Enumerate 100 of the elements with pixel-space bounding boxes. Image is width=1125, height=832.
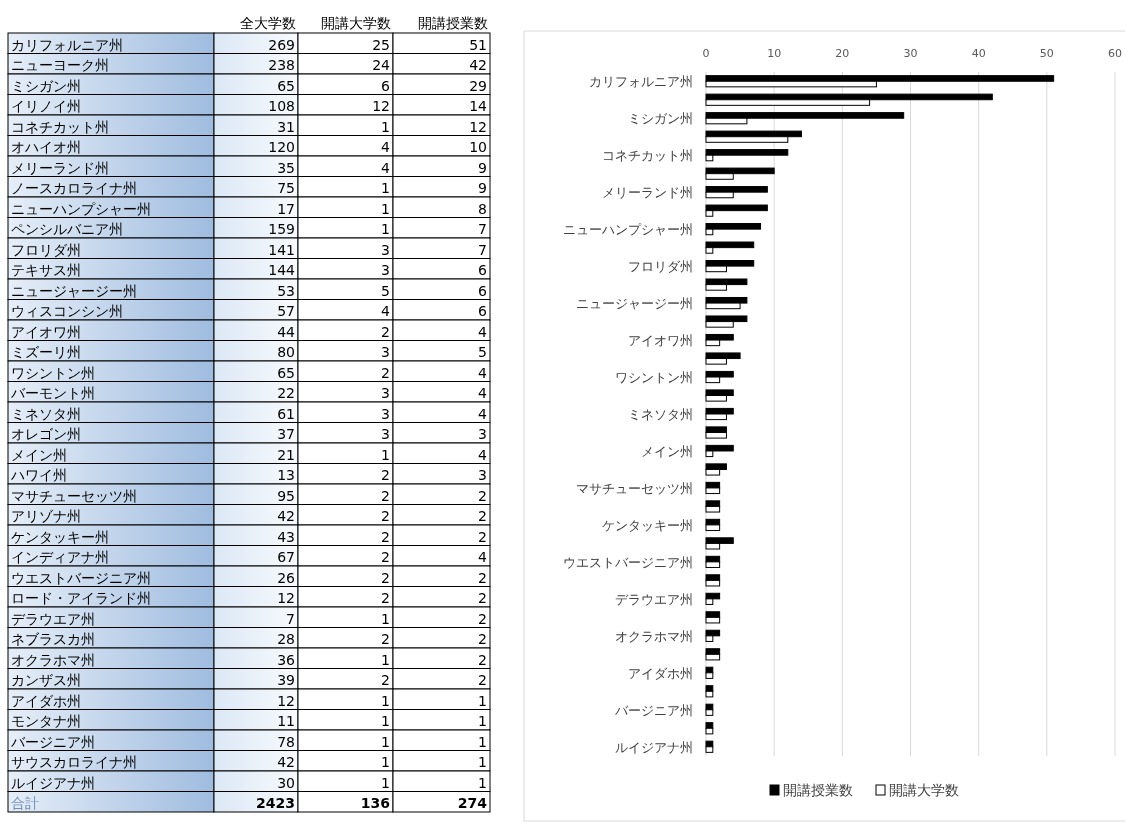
x-tick-label: 10 — [767, 47, 782, 60]
data-label: 22 — [277, 385, 295, 401]
data-label: 1 — [478, 713, 487, 729]
x-tick-label: 20 — [835, 47, 850, 60]
data-label: 11 — [277, 713, 295, 729]
data-label: 2 — [478, 487, 487, 504]
category-label: ペンシルバニア州 — [11, 221, 123, 237]
data-label: 31 — [277, 118, 295, 135]
series-label: 開講授業数 — [418, 15, 488, 31]
category-label: オハイオ州 — [11, 139, 81, 155]
y-tick-label: ミシガン州 — [628, 111, 693, 127]
data-label: 24 — [372, 57, 391, 73]
data-label: 2 — [478, 610, 487, 627]
data-label: 1 — [381, 713, 390, 729]
data-label: 1 — [478, 754, 487, 770]
data-label: 2423 — [256, 795, 295, 811]
y-tick-label: ルイジアナ州 — [615, 739, 693, 755]
data-label: 4 — [478, 405, 488, 422]
data-label: 28 — [277, 631, 295, 647]
data-label: 1 — [381, 610, 390, 627]
data-label: 26 — [277, 569, 296, 586]
y-tick-label: ワシントン州 — [615, 370, 693, 386]
data-label: 7 — [478, 221, 487, 237]
data-label: 6 — [381, 77, 391, 94]
data-label: 35 — [277, 159, 295, 176]
data-label: 12 — [277, 590, 295, 606]
category-label: ネブラスカ州 — [11, 631, 95, 647]
data-label: 1 — [381, 446, 390, 463]
category-label: ニューハンプシャー州 — [11, 200, 151, 217]
category-label: ニューヨーク州 — [11, 57, 109, 73]
data-label: 1 — [381, 774, 390, 791]
data-label: 2 — [381, 672, 390, 688]
data-label: 6 — [478, 262, 488, 278]
data-label: 6 — [478, 282, 488, 299]
data-label: 3 — [381, 385, 390, 401]
data-label: 144 — [268, 262, 296, 278]
data-label: 57 — [277, 303, 295, 319]
data-label: 78 — [277, 733, 295, 750]
data-label: 2 — [381, 508, 390, 524]
data-label: 29 — [469, 77, 487, 94]
data-label: 4 — [478, 385, 488, 401]
data-label: 1 — [381, 733, 390, 750]
data-label: 2 — [381, 569, 390, 586]
data-label: 25 — [372, 36, 390, 53]
category-label: イリノイ州 — [11, 98, 81, 114]
category-label: オレゴン州 — [11, 426, 81, 442]
data-label: 37 — [277, 426, 295, 442]
data-label: 17 — [277, 200, 295, 217]
y-tick-label: メイン州 — [641, 443, 693, 459]
category-label: ミシガン州 — [11, 77, 81, 94]
y-tick-label: ケンタッキー州 — [602, 517, 693, 533]
category-label: アイオワ州 — [11, 323, 81, 340]
category-label: ニュージャージー州 — [11, 282, 137, 299]
data-label: 2 — [478, 672, 487, 688]
data-label: 43 — [277, 528, 295, 545]
category-label: インディアナ州 — [11, 549, 109, 565]
data-label: 159 — [268, 221, 295, 237]
category-label: オクラホマ州 — [11, 651, 95, 668]
data-label: 1 — [381, 692, 390, 709]
x-tick-label: 40 — [971, 47, 986, 60]
y-tick-label: ニュージャージー州 — [576, 296, 693, 312]
x-tick-label: 50 — [1039, 47, 1054, 60]
category-label: カリフォルニア州 — [11, 36, 123, 53]
data-label: 136 — [360, 795, 390, 811]
series-label: 開講大学数 — [321, 15, 391, 31]
data-label: 75 — [277, 180, 295, 196]
data-label: 3 — [381, 405, 390, 422]
category-label: メイン州 — [11, 446, 67, 463]
data-label: 2 — [381, 323, 390, 340]
data-label: 4 — [478, 364, 488, 381]
x-tick-label: 60 — [1108, 47, 1122, 60]
legend-label: 開講大学数 — [889, 782, 959, 798]
data-label: 65 — [277, 77, 295, 94]
y-tick-label: ミネソタ州 — [628, 407, 693, 422]
category-label: ルイジアナ州 — [11, 774, 95, 791]
category-label: アリゾナ州 — [11, 508, 81, 524]
category-label: モンタナ州 — [11, 713, 81, 729]
y-tick-label: デラウエア州 — [615, 591, 693, 607]
category-label: バージニア州 — [10, 733, 95, 750]
y-tick-label: アイダホ州 — [628, 665, 693, 681]
category-label: ロード・アイランド州 — [11, 590, 151, 606]
data-label: 4 — [478, 446, 488, 463]
y-tick-label: コネチカット州 — [602, 148, 693, 164]
category-label: カンザス州 — [11, 672, 81, 688]
legend-label: 開講授業数 — [783, 782, 853, 798]
data-label: 42 — [277, 754, 295, 770]
category-label: アイダホ州 — [11, 692, 81, 709]
category-label: デラウエア州 — [11, 610, 95, 627]
data-label: 4 — [381, 159, 391, 176]
data-label: 65 — [277, 364, 295, 381]
category-label: バーモント州 — [10, 385, 95, 401]
data-label: 3 — [478, 467, 487, 483]
data-label: 1 — [381, 180, 390, 196]
data-label: 2 — [478, 569, 487, 586]
data-label: 2 — [381, 364, 390, 381]
data-label: 2 — [478, 590, 487, 606]
data-label: 238 — [268, 57, 295, 73]
y-tick-label: メリーランド州 — [602, 185, 693, 201]
data-label: 7 — [478, 241, 487, 258]
data-label: 2 — [381, 590, 390, 606]
